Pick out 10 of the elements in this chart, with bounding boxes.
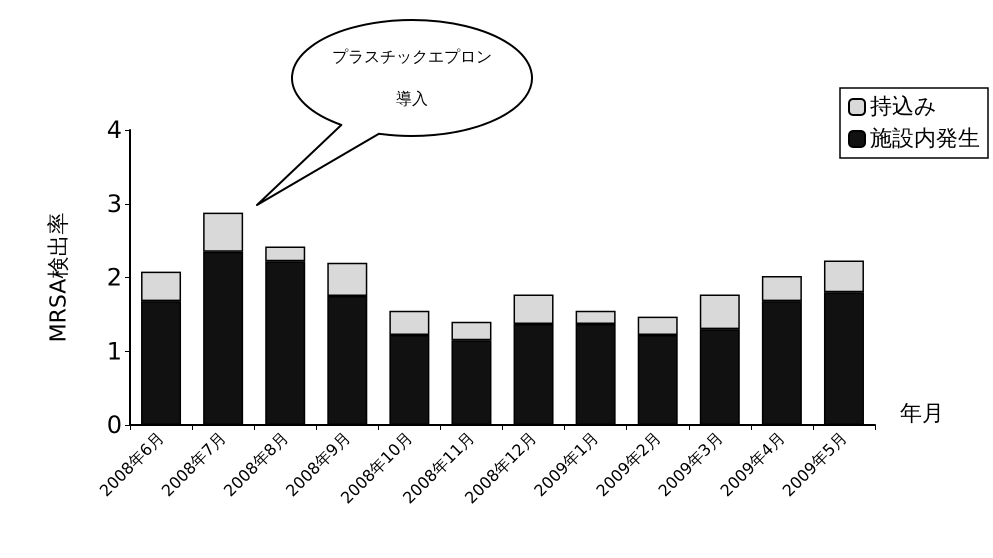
x-axis-title: 年月	[900, 402, 944, 426]
y-tick-label: 4	[106, 116, 122, 144]
y-tick-label: 3	[106, 190, 122, 218]
legend-label: 施設内発生	[870, 126, 980, 152]
y-tick-label: 1	[106, 337, 122, 366]
text: プラスチックエプロン導入	[332, 47, 492, 108]
legend-label: 持込み	[870, 94, 937, 120]
y-tick-label: 2	[106, 264, 122, 292]
y-axis-title: MRSA検出率	[46, 212, 72, 342]
y-tick-label: 0	[106, 411, 122, 439]
